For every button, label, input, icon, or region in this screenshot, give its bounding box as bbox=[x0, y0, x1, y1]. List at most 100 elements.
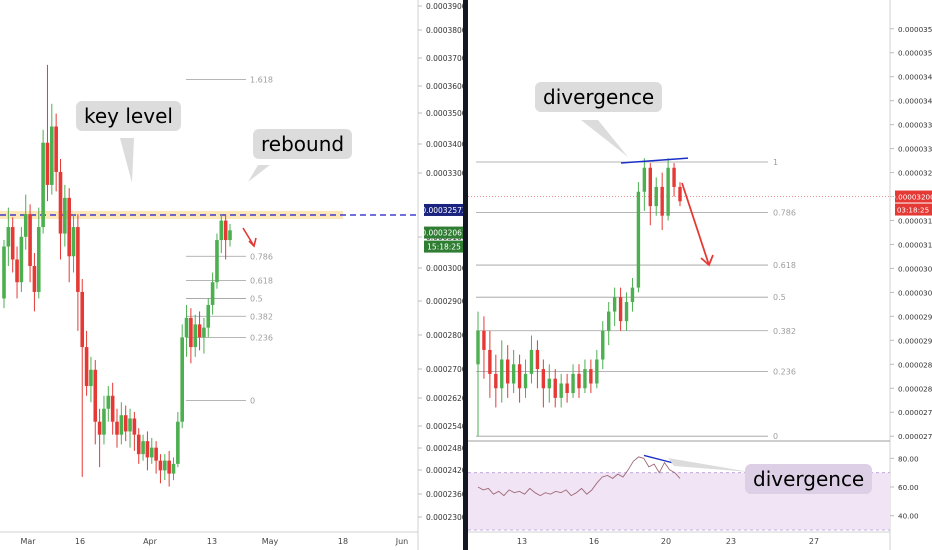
candle-body bbox=[106, 395, 111, 409]
y-tick-label: 0.00003100 bbox=[898, 240, 932, 249]
fib-label-0: 0 bbox=[250, 397, 255, 406]
y-tick-label: 0.00039000 bbox=[426, 2, 463, 11]
candle-body bbox=[482, 330, 486, 350]
down-arrow-head bbox=[700, 254, 714, 267]
rebound-pointer bbox=[248, 165, 270, 182]
candle-body bbox=[132, 418, 137, 435]
x-tick-label: 16 bbox=[589, 537, 599, 546]
y-tick-label: 0.00024800 bbox=[426, 444, 463, 453]
x-tick-label: 23 bbox=[726, 537, 736, 546]
y-tick-label: 0.00036000 bbox=[426, 82, 463, 91]
candle-body bbox=[666, 167, 670, 216]
candle-body bbox=[15, 259, 19, 283]
candle-body bbox=[23, 214, 28, 237]
price-badge-green bbox=[424, 240, 463, 253]
candle-body bbox=[41, 142, 45, 228]
x-tick-label: Jun bbox=[395, 537, 409, 546]
candle-body bbox=[89, 369, 93, 387]
candle-body bbox=[577, 373, 581, 389]
candle-body bbox=[54, 126, 58, 172]
x-tick-label: 27 bbox=[809, 537, 819, 546]
key-level-text: key level bbox=[84, 104, 173, 128]
y-tick-label: 0.00026200 bbox=[426, 394, 463, 403]
y-tick-label: 0.00002900 bbox=[898, 336, 932, 345]
candle-body bbox=[654, 186, 658, 207]
divergence-text-bottom: divergence bbox=[753, 467, 865, 491]
candle-body bbox=[494, 373, 498, 389]
price-badge-green bbox=[424, 226, 463, 239]
y-tick-label: 0.00037000 bbox=[426, 54, 463, 63]
candle-body bbox=[193, 324, 198, 348]
candle-body bbox=[589, 369, 593, 384]
price-badge-text: 15:18:25 bbox=[427, 243, 461, 252]
candle-body bbox=[595, 359, 599, 384]
price-badge-text: 0.00032061 bbox=[421, 229, 463, 238]
y-tick-label: 0.00023000 bbox=[426, 513, 463, 522]
countdown-badge bbox=[895, 203, 932, 216]
left-chart-pane[interactable]: 0.00039000 0.00038000 0.00037000 0.00036000… bbox=[0, 0, 463, 550]
down-arrow-shaft bbox=[681, 182, 710, 266]
candle-body bbox=[119, 415, 124, 435]
candle-body bbox=[517, 364, 522, 389]
y-tick-label: 0.00003000 bbox=[898, 288, 932, 297]
divergence-text-top: divergence bbox=[543, 85, 655, 109]
y-tick-label: 0.00003400 bbox=[898, 97, 932, 106]
candle-body bbox=[215, 240, 219, 283]
left-chart[interactable]: 0.00039000 0.00038000 0.00037000 0.00036000… bbox=[0, 0, 463, 550]
candle-body bbox=[571, 373, 575, 394]
candle-body bbox=[102, 408, 106, 435]
y-tick-label: 0.00024200 bbox=[426, 466, 463, 475]
candle-body bbox=[93, 369, 98, 422]
candle-body bbox=[511, 364, 516, 384]
price-badge-text: 0.00003200 bbox=[891, 193, 932, 202]
x-tick-label: 20 bbox=[661, 537, 671, 546]
fib-label-0.5: 0.5 bbox=[773, 293, 786, 302]
candle-body bbox=[6, 227, 11, 247]
x-tick-label: 13 bbox=[517, 537, 527, 546]
x-tick-label: May bbox=[262, 537, 279, 546]
candle-body bbox=[202, 327, 206, 338]
fib-label-1: 1 bbox=[773, 158, 778, 167]
divergence-callout-bottom: divergence bbox=[745, 464, 873, 494]
candle-body bbox=[189, 317, 193, 348]
candle-body bbox=[115, 421, 119, 435]
candle-body bbox=[206, 304, 211, 328]
candle-body bbox=[678, 186, 682, 202]
y-tick-label: 0.00003500 bbox=[898, 49, 932, 58]
right-chart-pane[interactable]: 0.00003550 0.00003500 0.00003450 0.00003400… bbox=[468, 0, 932, 550]
rsi-tick-label: 60.00 bbox=[898, 483, 919, 492]
y-tick-label: 0.00003300 bbox=[898, 145, 932, 154]
y-tick-label: 0.00003050 bbox=[898, 264, 932, 273]
rebound-text: rebound bbox=[261, 132, 345, 156]
candle-body bbox=[167, 460, 171, 474]
price-badge-blue bbox=[424, 203, 463, 216]
y-tick-label: 0.00002750 bbox=[898, 408, 932, 417]
candle-body bbox=[559, 383, 563, 398]
right-chart[interactable]: 0.00003550 0.00003500 0.00003450 0.00003400… bbox=[468, 0, 932, 550]
candle-body bbox=[648, 167, 652, 207]
candle-body bbox=[123, 415, 128, 432]
y-tick-label: 0.00002800 bbox=[898, 384, 932, 393]
y-tick-label: 0.00027000 bbox=[426, 365, 463, 374]
rsi-tick-label: 80.00 bbox=[898, 454, 919, 463]
candle-body bbox=[76, 227, 80, 292]
fib-label-0: 0 bbox=[773, 432, 778, 441]
candle-body bbox=[612, 297, 617, 312]
candle-body bbox=[636, 191, 641, 288]
fib-label-0.236: 0.236 bbox=[773, 367, 796, 376]
divergence-callout-top: divergence bbox=[535, 82, 663, 112]
candle-body bbox=[488, 349, 492, 374]
candle-body bbox=[32, 266, 37, 292]
y-tick-label: 0.00003550 bbox=[898, 25, 932, 34]
candle-body bbox=[84, 347, 89, 387]
rsi-divergence-line bbox=[643, 454, 673, 464]
candle-body bbox=[583, 369, 587, 389]
y-tick-label: 0.00023600 bbox=[426, 490, 463, 499]
candle-body bbox=[50, 126, 54, 185]
candle-body bbox=[553, 378, 557, 398]
down-arrow-head bbox=[248, 237, 257, 248]
fib-label-0.786: 0.786 bbox=[773, 208, 796, 217]
candle-body bbox=[529, 349, 534, 374]
candle-body bbox=[10, 227, 15, 260]
candle-body bbox=[184, 317, 189, 338]
